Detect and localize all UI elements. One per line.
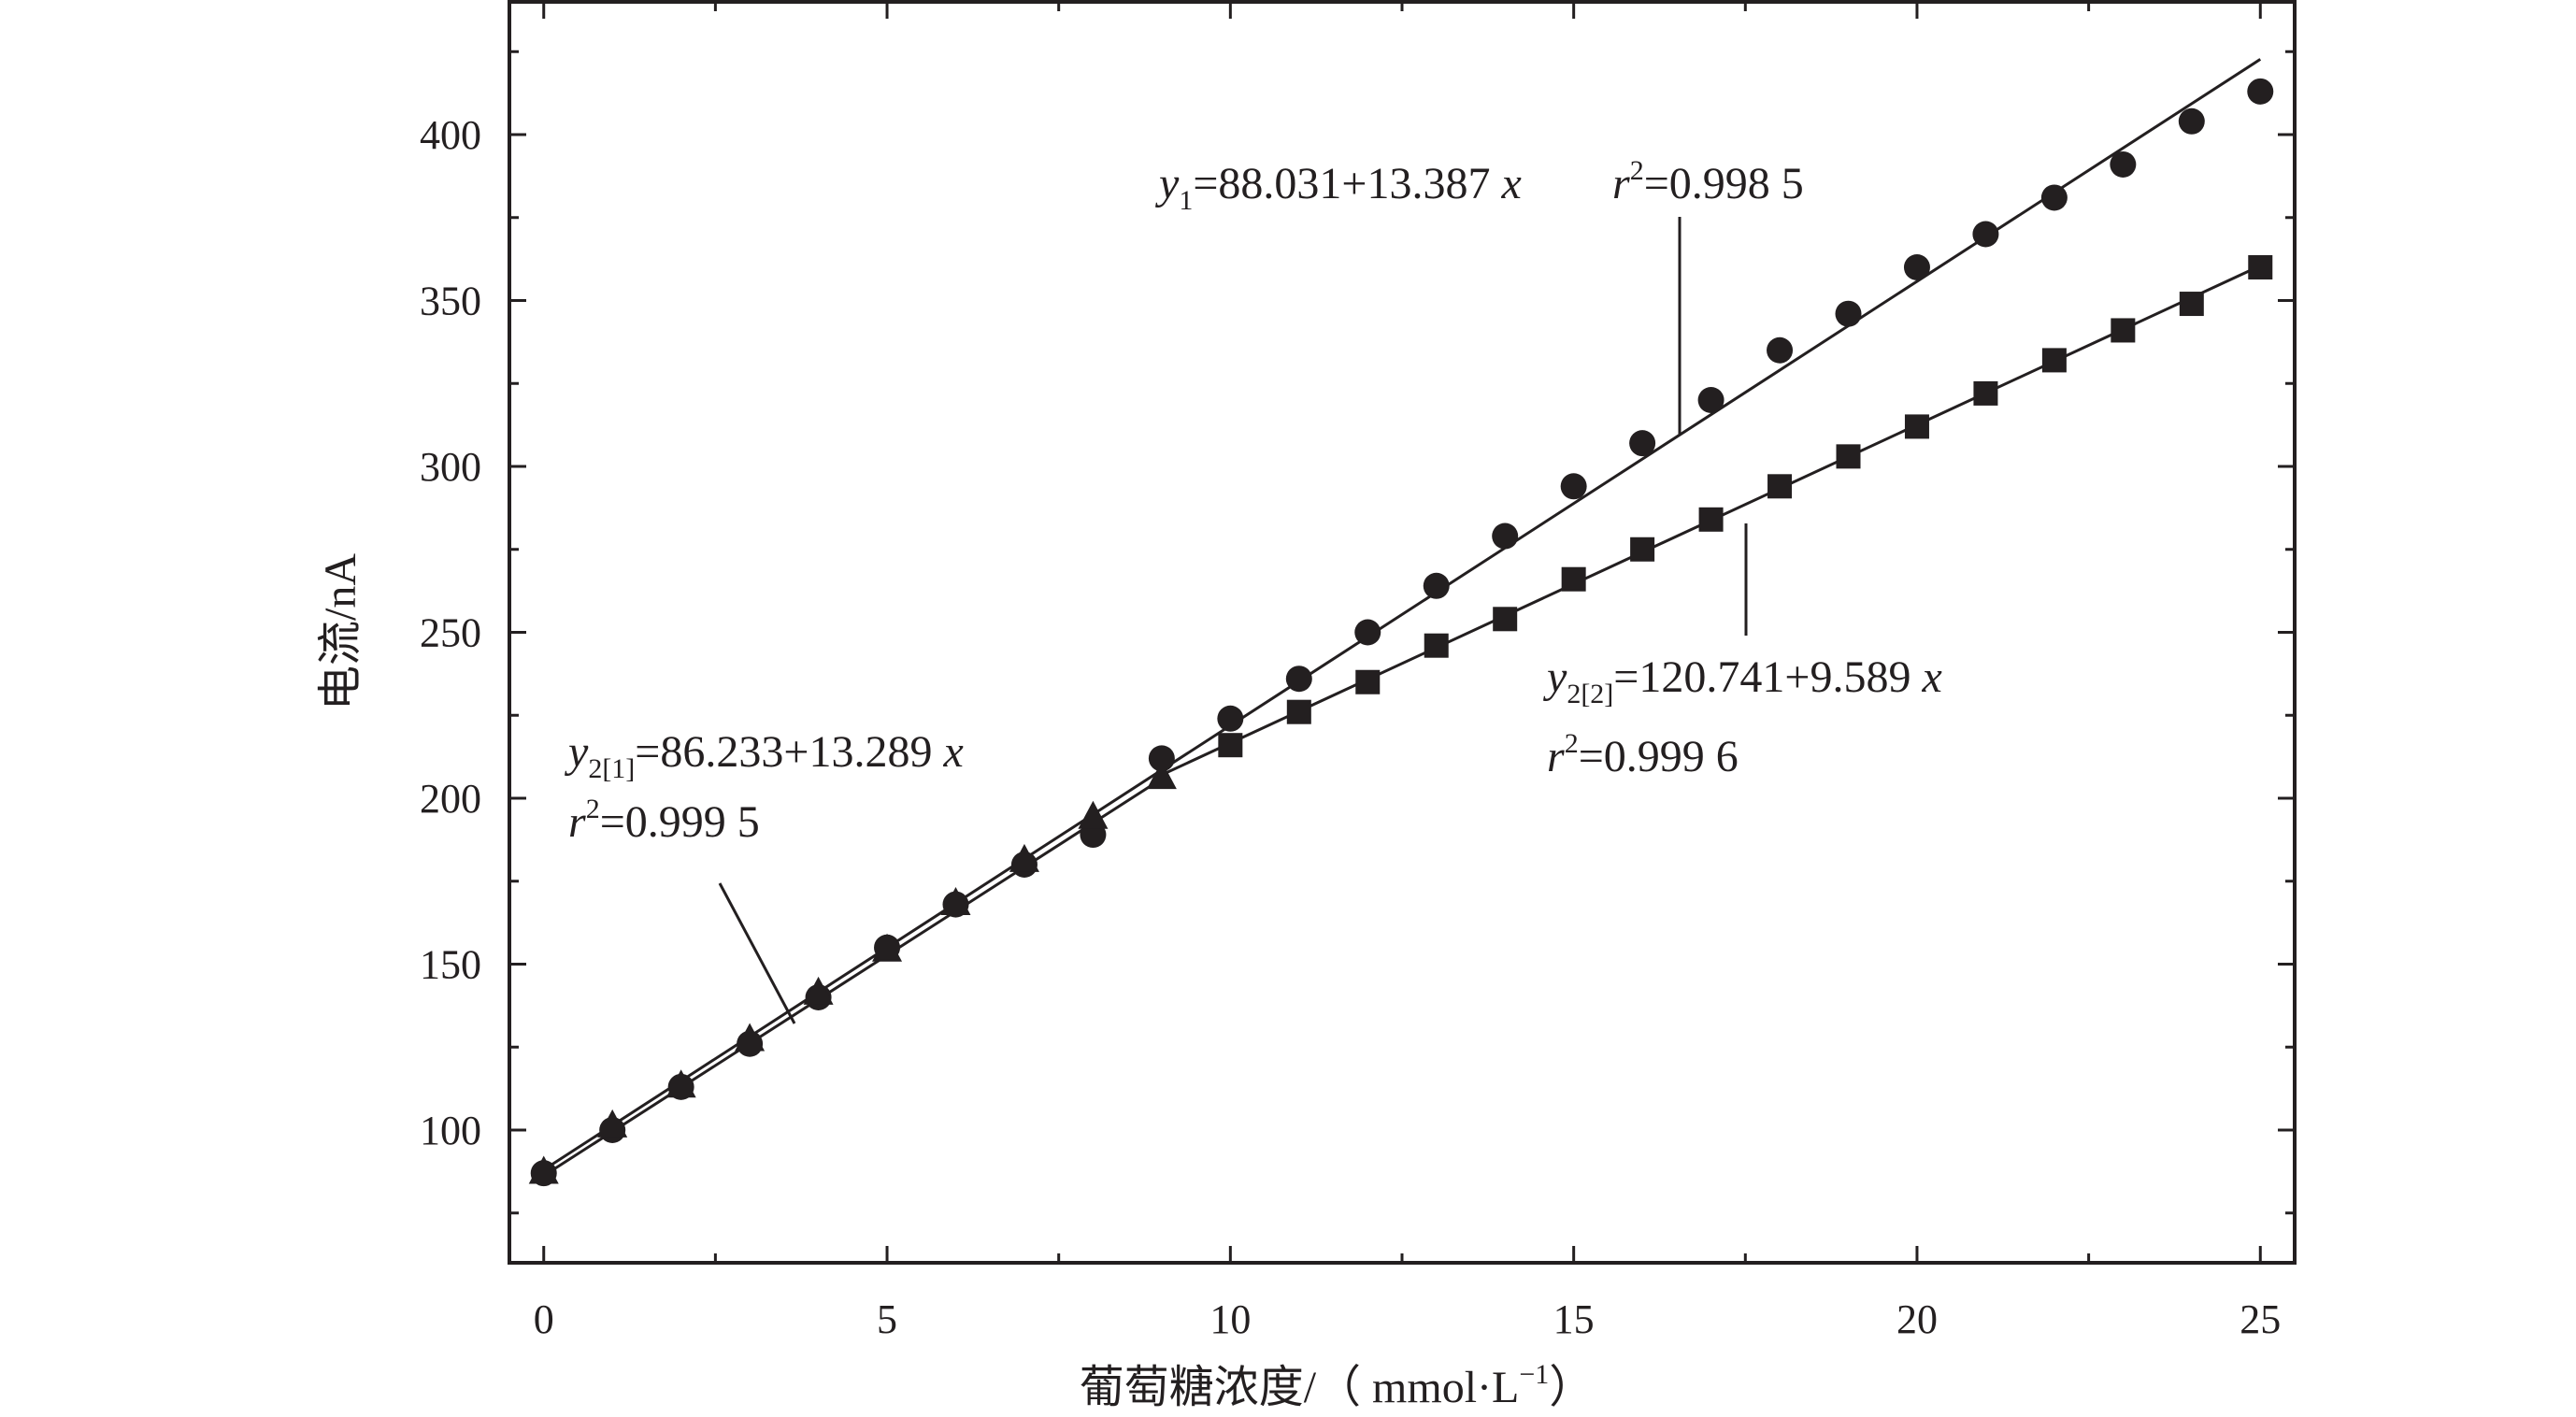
axis-ticks: 0 5 10 15 20 25 100 150 200 250 300 350 400 (420, 2, 2295, 1342)
annotation-eq21-r2: r2=0.999 5 (568, 794, 760, 847)
data-point-square (1286, 699, 1311, 724)
data-point-circle (1767, 336, 1794, 364)
x-tick-label: 10 (1209, 1296, 1251, 1342)
data-point-square (2041, 348, 2067, 373)
plot-frame (508, 0, 2297, 1265)
annotation-eq1-r2: r2=0.998 5 (1612, 155, 1804, 208)
fit-line-series-1 (542, 58, 2262, 1171)
data-point-triangle (940, 887, 971, 915)
data-point-circle (1217, 705, 1244, 732)
data-point-triangle (803, 976, 834, 1005)
data-markers (528, 78, 2274, 1187)
annotation-leaders (718, 217, 1748, 1024)
data-point-circle (1148, 745, 1175, 772)
data-point-square (1561, 566, 1586, 592)
data-point-circle (1629, 430, 1656, 457)
data-point-circle (1903, 254, 1930, 280)
data-point-circle (2247, 78, 2274, 105)
data-point-triangle (872, 933, 903, 962)
fit-lines (542, 58, 2262, 1178)
y-tick-label: 200 (420, 776, 481, 822)
y-tick-label: 400 (420, 112, 481, 158)
data-point-circle (2040, 184, 2068, 211)
data-point-circle (2110, 150, 2137, 178)
y-tick-label: 250 (420, 610, 481, 656)
x-tick-label: 5 (877, 1296, 897, 1342)
x-axis-title: 葡萄糖浓度/（ mmol·L−1） (1080, 1359, 1595, 1412)
data-point-square (1218, 733, 1243, 758)
y-tick-label: 350 (420, 279, 481, 324)
data-point-square (1493, 607, 1518, 632)
x-tick-label: 25 (2240, 1296, 2281, 1342)
data-point-square (2111, 318, 2136, 343)
data-point-square (1424, 633, 1449, 658)
data-point-circle (2178, 107, 2205, 135)
data-point-triangle (735, 1023, 766, 1052)
data-point-square (1355, 669, 1381, 694)
y-tick-label: 300 (420, 444, 481, 490)
data-point-circle (1492, 522, 1519, 550)
y-tick-label: 100 (420, 1108, 481, 1153)
data-point-triangle (1009, 843, 1039, 872)
data-point-circle (1354, 619, 1381, 646)
data-point-circle (1560, 473, 1587, 500)
data-point-circle (1285, 666, 1312, 693)
data-point-triangle (1078, 800, 1109, 829)
data-point-square (1836, 444, 1861, 469)
data-point-square (2179, 292, 2204, 317)
data-point-square (1904, 414, 1929, 439)
leader-line-eq21 (718, 882, 796, 1024)
x-tick-label: 0 (534, 1296, 554, 1342)
data-point-triangle (1146, 761, 1177, 790)
annotation-eq22-r2: r2=0.999 6 (1547, 728, 1739, 781)
data-point-square (2248, 255, 2273, 279)
fit-line-series-2 (542, 778, 1163, 1178)
x-tick-label: 15 (1553, 1296, 1595, 1342)
data-point-triangle (528, 1155, 559, 1184)
data-point-circle (1697, 387, 1724, 413)
data-point-circle (1972, 221, 1999, 248)
data-point-square (1698, 507, 1724, 532)
data-point-square (1767, 474, 1793, 499)
annotation-eq21: y2[1]=86.233+13.289 x (564, 727, 964, 784)
annotation-eq22: y2[2]=120.741+9.589 x (1542, 652, 1942, 709)
data-point-square (1973, 380, 1998, 406)
data-point-square (1630, 537, 1655, 562)
data-point-triangle (665, 1069, 696, 1098)
y-tick-label: 150 (420, 942, 481, 988)
data-point-circle (1423, 572, 1450, 599)
annotation-eq1: y1=88.031+13.387 x (1154, 159, 1522, 216)
data-point-circle (1835, 300, 1862, 327)
x-tick-label: 20 (1896, 1296, 1938, 1342)
data-point-triangle (597, 1109, 628, 1138)
y-axis-title: 电流/nA (316, 553, 365, 710)
